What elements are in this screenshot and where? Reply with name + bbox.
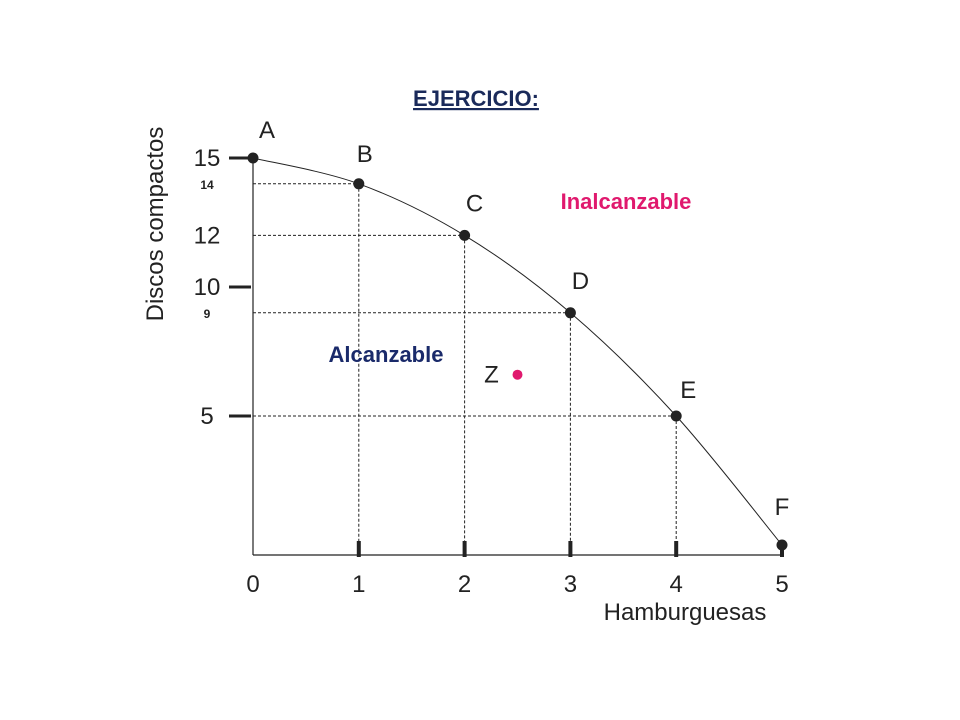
point-label-A: A	[259, 117, 275, 144]
points-layer: A B C D E F Z	[247, 117, 790, 551]
x-tick-label-2: 2	[458, 571, 471, 598]
y-ticks-layer: 15 12 10 5 14 9	[194, 145, 251, 430]
y-tick-minor-label-14: 14	[200, 178, 214, 192]
point-marker-C	[459, 229, 471, 241]
y-tick-label-10: 10	[194, 274, 221, 301]
axes-layer	[252, 158, 782, 556]
y-axis-title: Discos compactos	[142, 127, 169, 322]
y-tick-label-12: 12	[194, 222, 221, 249]
point-marker-E	[670, 410, 682, 422]
point-label-B: B	[357, 141, 373, 168]
point-label-Z: Z	[484, 362, 499, 389]
x-tick-label-5: 5	[775, 571, 788, 598]
point-label-F: F	[775, 494, 790, 521]
point-label-E: E	[680, 377, 696, 404]
x-tick-label-3: 3	[564, 571, 577, 598]
point-marker-A	[247, 152, 259, 164]
point-marker-B	[353, 178, 365, 190]
x-tick-label-1: 1	[352, 571, 365, 598]
x-ticks-layer: 0 1 2 3 4 5	[246, 541, 789, 598]
x-tick-label-4: 4	[670, 571, 683, 598]
x-axis-title: Hamburguesas	[604, 599, 767, 626]
y-tick-label-5: 5	[200, 403, 213, 430]
point-marker-D	[564, 307, 576, 319]
point-marker-F	[776, 539, 788, 551]
region-label-unattainable: Inalcanzable	[561, 189, 692, 214]
point-label-C: C	[466, 190, 483, 217]
chart-title: EJERCICIO:	[413, 86, 539, 111]
region-label-attainable: Alcanzable	[329, 342, 444, 367]
point-label-D: D	[572, 268, 589, 295]
point-marker-Z	[512, 369, 523, 380]
y-tick-label-15: 15	[194, 145, 221, 172]
y-tick-minor-label-9: 9	[204, 307, 211, 321]
guide-lines-layer	[253, 183, 677, 555]
x-tick-label-0: 0	[246, 571, 259, 598]
